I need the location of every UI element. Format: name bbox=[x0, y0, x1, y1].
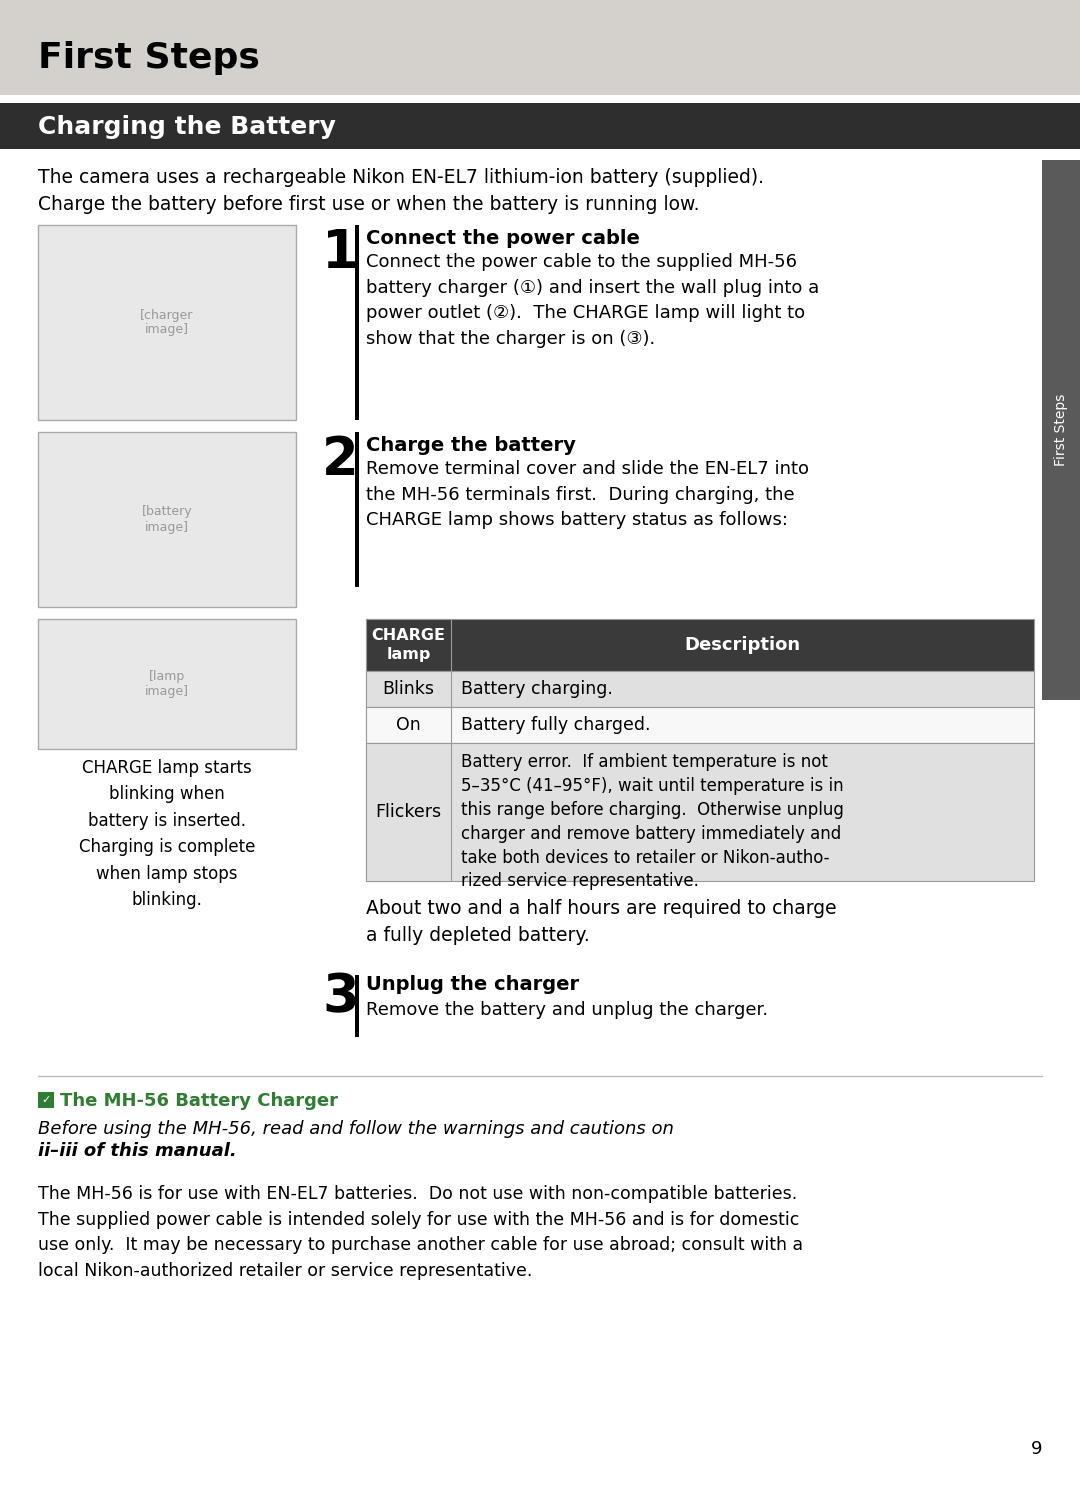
Text: CHARGE lamp starts
blinking when
battery is inserted.
Charging is complete
when : CHARGE lamp starts blinking when battery… bbox=[79, 759, 255, 909]
Text: The MH-56 Battery Charger: The MH-56 Battery Charger bbox=[60, 1092, 338, 1110]
Text: ii–iii of this manual.: ii–iii of this manual. bbox=[38, 1143, 237, 1161]
Bar bbox=[355, 432, 359, 587]
Bar bbox=[0, 0, 1080, 95]
Text: Unplug the charger: Unplug the charger bbox=[366, 975, 579, 994]
Text: Connect the power cable: Connect the power cable bbox=[366, 229, 639, 248]
Bar bbox=[38, 224, 296, 421]
Text: Before using the MH-56, read and follow the warnings and cautions on: Before using the MH-56, read and follow … bbox=[38, 1120, 679, 1138]
Bar bbox=[0, 103, 1080, 149]
Text: Remove the battery and unplug the charger.: Remove the battery and unplug the charge… bbox=[366, 1002, 768, 1019]
Text: 2: 2 bbox=[322, 434, 359, 486]
Bar bbox=[355, 975, 359, 1037]
Bar bbox=[38, 432, 296, 606]
Text: Flickers: Flickers bbox=[376, 802, 442, 820]
Text: Description: Description bbox=[685, 636, 800, 654]
Bar bbox=[355, 224, 359, 421]
Bar bbox=[366, 620, 451, 672]
Bar bbox=[366, 707, 1034, 743]
Text: Remove terminal cover and slide the EN-EL7 into
the MH-56 terminals first.  Duri: Remove terminal cover and slide the EN-E… bbox=[366, 461, 809, 529]
Text: About two and a half hours are required to charge
a fully depleted battery.: About two and a half hours are required … bbox=[366, 899, 837, 945]
Text: Blinks: Blinks bbox=[382, 681, 434, 698]
Text: [charger
image]: [charger image] bbox=[140, 309, 193, 336]
Bar bbox=[38, 620, 296, 749]
Text: 1: 1 bbox=[322, 227, 359, 279]
Text: Charge the battery: Charge the battery bbox=[366, 435, 576, 455]
Text: Battery error.  If ambient temperature is not
5–35°C (41–95°F), wait until tempe: Battery error. If ambient temperature is… bbox=[461, 753, 843, 890]
Text: First Steps: First Steps bbox=[38, 42, 260, 74]
Text: On: On bbox=[396, 716, 421, 734]
Text: Connect the power cable to the supplied MH-56
battery charger (①) and insert the: Connect the power cable to the supplied … bbox=[366, 253, 820, 348]
Text: 9: 9 bbox=[1030, 1440, 1042, 1458]
Text: The camera uses a rechargeable Nikon EN-EL7 lithium-ion battery (supplied).
Char: The camera uses a rechargeable Nikon EN-… bbox=[38, 168, 764, 214]
Text: Battery charging.: Battery charging. bbox=[461, 681, 612, 698]
Bar bbox=[38, 1092, 54, 1109]
Text: Charging the Battery: Charging the Battery bbox=[38, 114, 336, 140]
Text: [battery
image]: [battery image] bbox=[141, 505, 192, 533]
Bar bbox=[1042, 160, 1080, 700]
Text: 3: 3 bbox=[322, 970, 359, 1022]
Text: ✓: ✓ bbox=[41, 1095, 51, 1106]
Bar bbox=[366, 672, 451, 707]
Bar bbox=[366, 743, 1034, 881]
Bar bbox=[366, 620, 1034, 672]
Text: The MH-56 is for use with EN-EL7 batteries.  Do not use with non-compatible batt: The MH-56 is for use with EN-EL7 batteri… bbox=[38, 1184, 804, 1279]
Text: Battery fully charged.: Battery fully charged. bbox=[461, 716, 650, 734]
Bar bbox=[366, 672, 1034, 707]
Bar bbox=[366, 707, 451, 743]
Text: [lamp
image]: [lamp image] bbox=[145, 670, 189, 698]
Text: CHARGE
lamp: CHARGE lamp bbox=[372, 629, 446, 661]
Text: First Steps: First Steps bbox=[1054, 394, 1068, 467]
Bar bbox=[366, 743, 451, 881]
